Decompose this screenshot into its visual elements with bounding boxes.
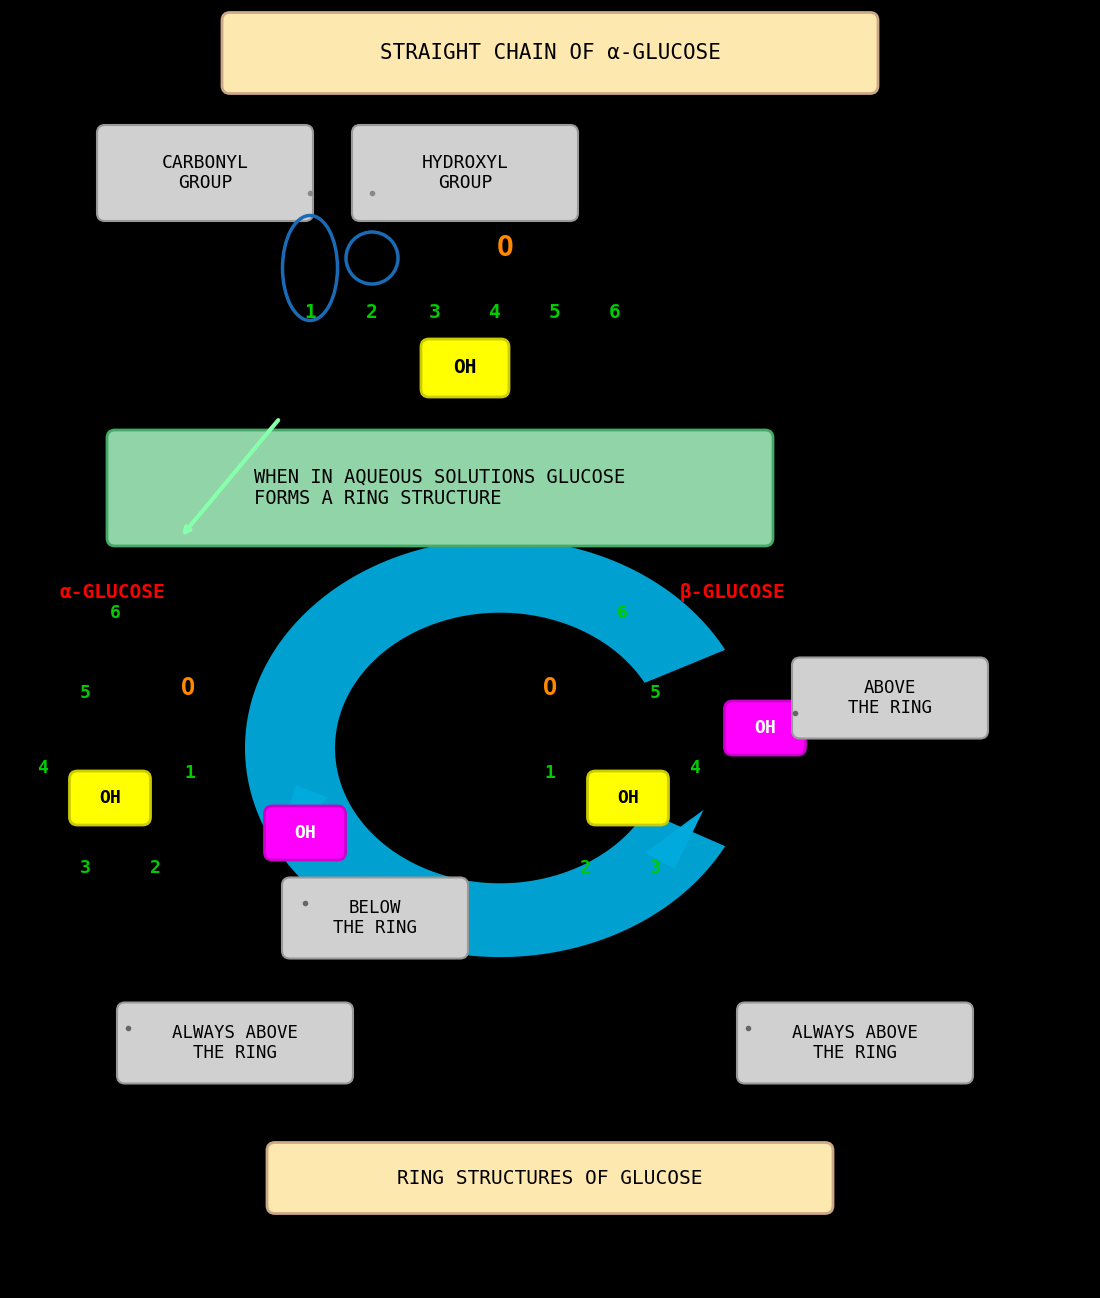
Text: 6: 6: [110, 604, 120, 622]
FancyBboxPatch shape: [352, 125, 578, 221]
FancyBboxPatch shape: [117, 1002, 353, 1084]
Text: 4: 4: [490, 304, 500, 322]
Text: 3: 3: [429, 304, 441, 322]
Text: STRAIGHT CHAIN OF α-GLUCOSE: STRAIGHT CHAIN OF α-GLUCOSE: [379, 43, 720, 64]
Text: HYDROXYL
GROUP: HYDROXYL GROUP: [421, 153, 508, 192]
Text: 2: 2: [580, 859, 591, 877]
Text: OH: OH: [453, 358, 476, 378]
Text: RING STRUCTURES OF GLUCOSE: RING STRUCTURES OF GLUCOSE: [397, 1168, 703, 1188]
Text: BELOW
THE RING: BELOW THE RING: [333, 898, 417, 937]
Text: OH: OH: [617, 789, 639, 807]
Text: O: O: [496, 234, 514, 262]
Text: O: O: [543, 676, 557, 700]
FancyBboxPatch shape: [792, 658, 988, 739]
Text: ALWAYS ABOVE
THE RING: ALWAYS ABOVE THE RING: [792, 1024, 918, 1062]
Text: 5: 5: [650, 684, 660, 702]
FancyBboxPatch shape: [587, 771, 669, 826]
FancyBboxPatch shape: [421, 339, 509, 397]
Text: ABOVE
THE RING: ABOVE THE RING: [848, 679, 932, 718]
Text: 3: 3: [650, 859, 660, 877]
Polygon shape: [646, 810, 704, 870]
FancyBboxPatch shape: [69, 771, 151, 826]
Text: 1: 1: [544, 765, 556, 781]
Text: 2: 2: [366, 304, 378, 322]
Text: 4: 4: [36, 759, 47, 778]
Text: O: O: [180, 676, 195, 700]
Text: WHEN IN AQUEOUS SOLUTIONS GLUCOSE
FORMS A RING STRUCTURE: WHEN IN AQUEOUS SOLUTIONS GLUCOSE FORMS …: [254, 467, 626, 509]
FancyBboxPatch shape: [725, 701, 805, 755]
Text: α-GLUCOSE: α-GLUCOSE: [60, 584, 166, 602]
Text: OH: OH: [99, 789, 121, 807]
PathPatch shape: [245, 539, 725, 957]
Text: 5: 5: [549, 304, 561, 322]
FancyBboxPatch shape: [107, 430, 773, 546]
Text: ALWAYS ABOVE
THE RING: ALWAYS ABOVE THE RING: [172, 1024, 298, 1062]
Text: CARBONYL
GROUP: CARBONYL GROUP: [162, 153, 249, 192]
Text: H: H: [529, 784, 540, 802]
Text: 3: 3: [79, 859, 90, 877]
Text: 2: 2: [150, 859, 161, 877]
Text: β-GLUCOSE: β-GLUCOSE: [680, 584, 785, 602]
FancyBboxPatch shape: [97, 125, 314, 221]
Text: 5: 5: [79, 684, 90, 702]
Text: 4: 4: [690, 759, 701, 778]
Text: 6: 6: [609, 304, 620, 322]
Text: OH: OH: [294, 824, 316, 842]
FancyBboxPatch shape: [222, 13, 878, 93]
Text: 1: 1: [185, 765, 196, 781]
FancyBboxPatch shape: [282, 877, 468, 958]
FancyBboxPatch shape: [737, 1002, 974, 1084]
FancyBboxPatch shape: [267, 1142, 833, 1214]
Polygon shape: [279, 785, 328, 848]
Text: 6: 6: [617, 604, 627, 622]
Text: OH: OH: [755, 719, 775, 737]
FancyBboxPatch shape: [264, 806, 345, 861]
Text: 1: 1: [304, 304, 316, 322]
